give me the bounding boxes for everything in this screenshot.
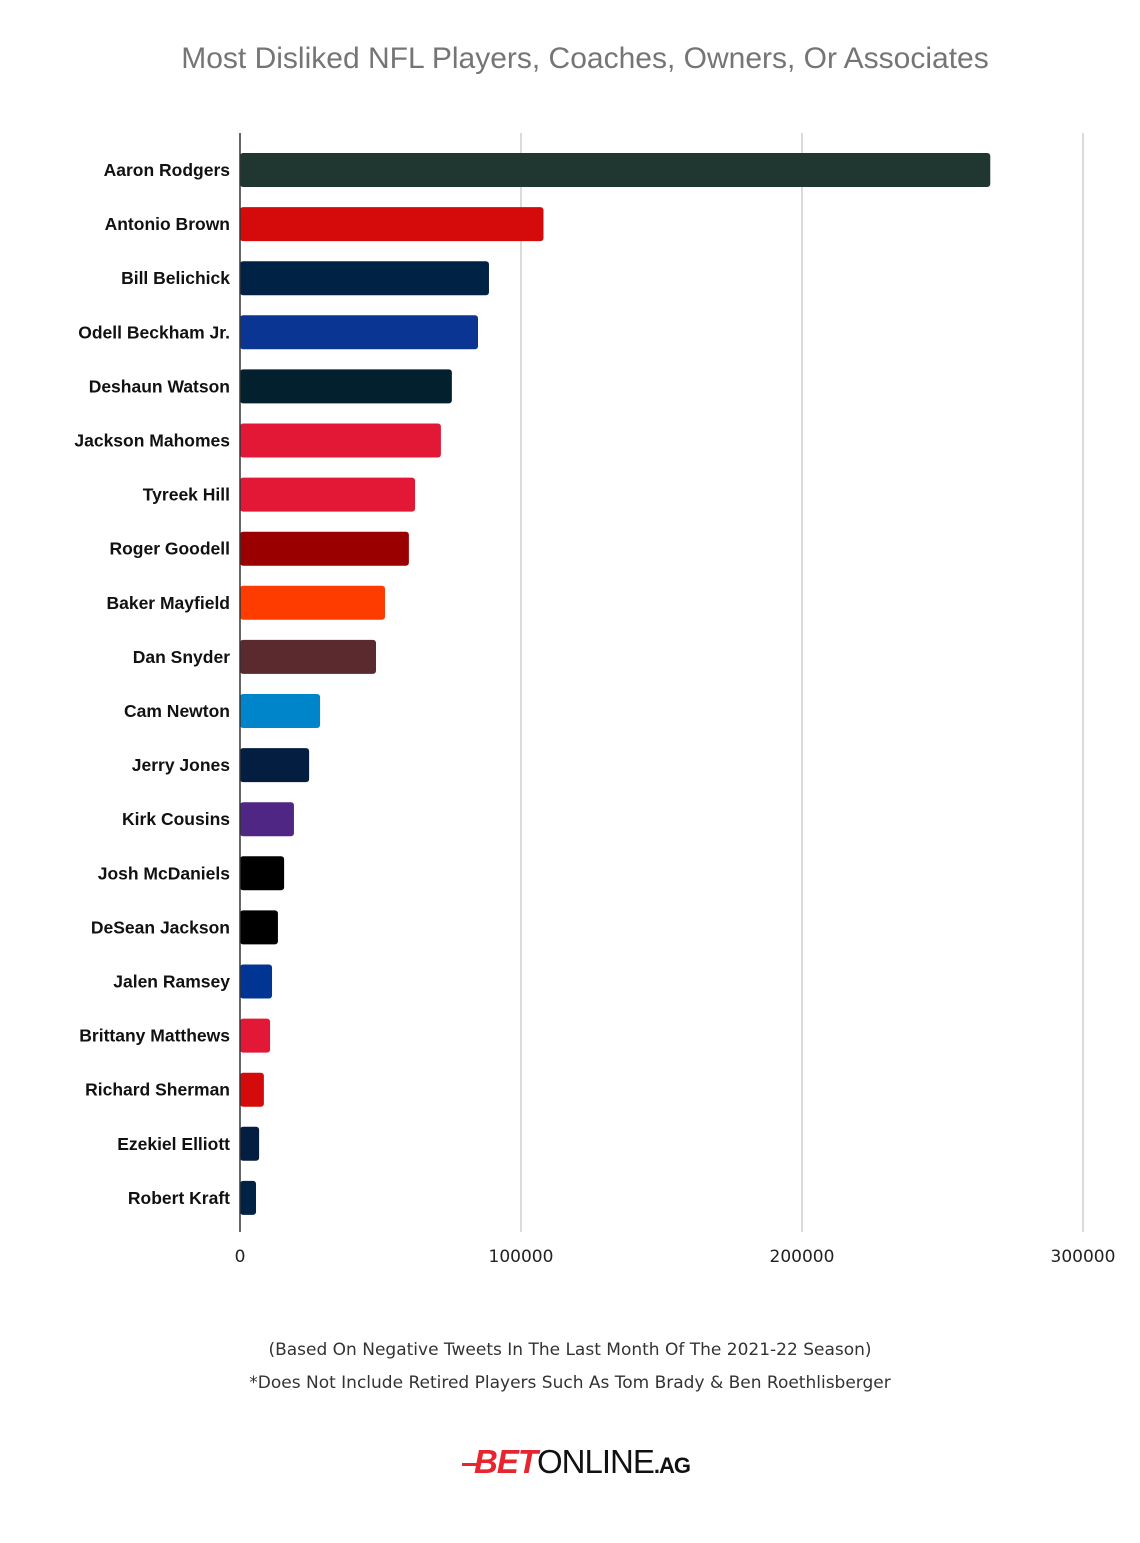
footnote-basis: (Based On Negative Tweets In The Last Mo… <box>268 1340 872 1360</box>
bar <box>240 315 479 350</box>
bar <box>240 1180 257 1215</box>
category-label: Jackson Mahomes <box>74 431 230 451</box>
category-label: Odell Beckham Jr. <box>78 322 230 342</box>
category-label: Bill Belichick <box>121 268 230 288</box>
category-label: Richard Sherman <box>85 1080 230 1100</box>
bar <box>240 1018 271 1053</box>
logo-online: ONLINE <box>537 1443 655 1480</box>
category-label: Josh McDaniels <box>98 863 231 883</box>
category-label: Brittany Matthews <box>79 1026 230 1046</box>
logo-streak <box>462 1462 478 1466</box>
category-label: Jerry Jones <box>132 755 231 775</box>
chart-title: Most Disliked NFL Players, Coaches, Owne… <box>181 42 989 75</box>
category-label: Jalen Ramsey <box>113 972 230 992</box>
category-label: Ezekiel Elliott <box>117 1134 230 1154</box>
category-label: Roger Goodell <box>109 539 230 559</box>
bar <box>240 261 489 296</box>
bar <box>240 1072 264 1107</box>
bar <box>240 694 321 728</box>
bar <box>240 585 385 620</box>
bar <box>240 531 409 566</box>
category-label: Tyreek Hill <box>143 485 230 505</box>
bar <box>240 910 278 945</box>
x-tick-label: 0 <box>235 1247 246 1267</box>
bar <box>240 639 377 674</box>
category-label: Dan Snyder <box>133 647 230 667</box>
bar <box>240 964 273 999</box>
logo-ag: .AG <box>653 1453 691 1478</box>
bar <box>240 423 441 458</box>
bar <box>240 856 285 891</box>
category-label: Aaron Rodgers <box>104 160 231 180</box>
bar <box>240 477 416 512</box>
bar <box>240 153 991 187</box>
x-tick-label: 300000 <box>1051 1247 1116 1267</box>
betonline-logo: BETONLINE.AG <box>462 1443 691 1481</box>
category-label: Kirk Cousins <box>122 809 230 829</box>
x-tick-label: 100000 <box>489 1247 554 1267</box>
category-label: Cam Newton <box>124 701 230 721</box>
footnote-exclusion: *Does Not Include Retired Players Such A… <box>249 1373 891 1393</box>
bar <box>240 802 294 837</box>
category-label: Robert Kraft <box>128 1188 230 1208</box>
category-label: Antonio Brown <box>105 214 230 234</box>
bar <box>240 1126 260 1161</box>
category-label: DeSean Jackson <box>91 917 230 937</box>
x-tick-label: 200000 <box>770 1247 835 1267</box>
category-label: Baker Mayfield <box>106 593 230 613</box>
bar <box>240 748 310 783</box>
category-label: Deshaun Watson <box>89 376 230 396</box>
bar <box>240 369 452 404</box>
logo-bet: BET <box>474 1443 538 1480</box>
bar-chart: 0 100000 200000 300000 Aaron Rodgers Antonio … <box>74 133 1116 1267</box>
bar <box>240 207 544 242</box>
